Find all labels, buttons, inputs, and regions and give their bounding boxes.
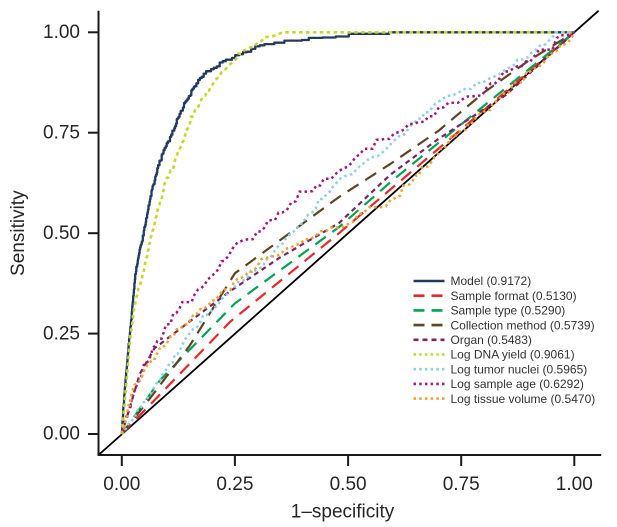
svg-text:Organ (0.5483): Organ (0.5483) — [451, 333, 532, 347]
svg-text:Log sample age (0.6292): Log sample age (0.6292) — [451, 377, 584, 391]
svg-text:Model (0.9172): Model (0.9172) — [451, 274, 532, 288]
svg-text:0.75: 0.75 — [443, 474, 480, 495]
svg-text:Log tumor nuclei (0.5965): Log tumor nuclei (0.5965) — [451, 362, 588, 376]
svg-text:1–specificity: 1–specificity — [291, 502, 395, 523]
svg-text:0.00: 0.00 — [43, 424, 80, 445]
svg-text:Log tissue volume (0.5470): Log tissue volume (0.5470) — [451, 392, 596, 406]
svg-text:0.25: 0.25 — [216, 474, 253, 495]
svg-text:1.00: 1.00 — [43, 22, 80, 43]
svg-text:Sensitivity: Sensitivity — [8, 190, 29, 276]
svg-text:Sample type (0.5290): Sample type (0.5290) — [451, 304, 566, 318]
svg-text:0.25: 0.25 — [43, 323, 80, 344]
svg-text:Sample format (0.5130): Sample format (0.5130) — [451, 289, 577, 303]
svg-text:0.00: 0.00 — [103, 474, 140, 495]
svg-text:0.50: 0.50 — [43, 223, 80, 244]
svg-text:1.00: 1.00 — [556, 474, 593, 495]
svg-text:0.50: 0.50 — [330, 474, 367, 495]
svg-text:Log DNA yield (0.9061): Log DNA yield (0.9061) — [451, 348, 575, 362]
svg-text:0.75: 0.75 — [43, 122, 80, 143]
svg-text:Collection method (0.5739): Collection method (0.5739) — [451, 318, 595, 332]
